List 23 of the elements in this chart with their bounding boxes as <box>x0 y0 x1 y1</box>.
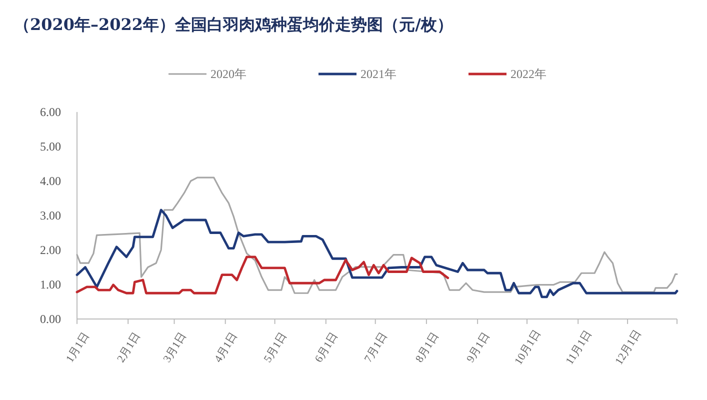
y-tick-label: 1.00 <box>40 278 61 292</box>
y-tick-label: 6.00 <box>40 105 61 119</box>
y-tick-label: 3.00 <box>40 208 61 222</box>
legend-label: 2022年 <box>510 67 546 81</box>
y-tick-label: 2.00 <box>40 243 61 257</box>
y-tick-label: 4.00 <box>40 174 61 188</box>
x-tick-label: 9月1日 <box>464 330 492 365</box>
x-tick-label: 2月1日 <box>115 330 143 365</box>
chart-title: （2020年–2022年）全国白羽肉鸡种蛋均价走势图（元/枚） <box>14 15 453 34</box>
x-tick-label: 6月1日 <box>312 330 341 365</box>
x-tick-label: 4月1日 <box>212 330 240 365</box>
x-tick-label: 10月1日 <box>512 328 544 368</box>
x-tick-label: 8月1日 <box>413 330 442 365</box>
x-tick-label: 12月1日 <box>613 328 644 368</box>
legend-label: 2020年 <box>210 67 246 81</box>
legend-label: 2021年 <box>360 67 396 81</box>
x-tick-label: 1月1日 <box>64 330 92 365</box>
y-tick-label: 0.00 <box>40 312 61 326</box>
y-tick-label: 5.00 <box>40 140 61 154</box>
x-tick-label: 3月1日 <box>161 330 189 365</box>
x-tick-label: 7月1日 <box>362 330 390 365</box>
x-tick-label: 5月1日 <box>262 330 290 365</box>
x-tick-label: 11月1日 <box>564 328 594 367</box>
